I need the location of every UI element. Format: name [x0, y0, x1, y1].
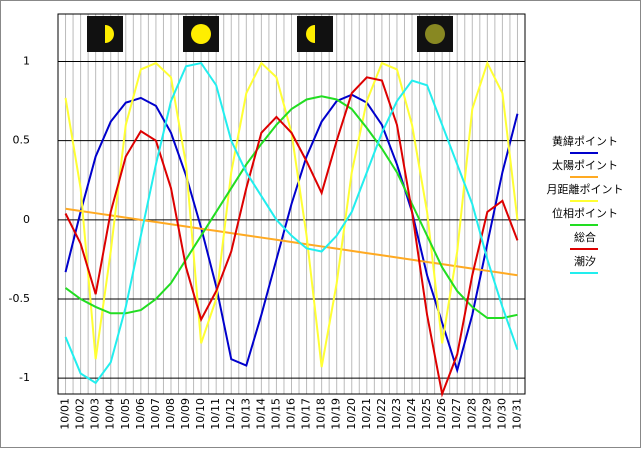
y-tick-label: -0.5 — [9, 292, 30, 305]
plot-frame — [57, 13, 526, 395]
minor-grid — [65, 14, 518, 394]
x-tick-label: 10/23 — [390, 398, 403, 430]
y-tick-label: 0.5 — [13, 134, 31, 147]
legend-label: 月距離ポイント — [547, 182, 624, 196]
x-tick-label: 10/15 — [269, 398, 282, 430]
x-tick-label: 10/03 — [89, 398, 102, 430]
x-tick-label: 10/22 — [375, 398, 388, 430]
x-tick-label: 10/19 — [330, 398, 343, 430]
moon-shape — [306, 25, 315, 43]
moon-shape — [425, 24, 445, 44]
y-tick-label: 0 — [23, 213, 30, 226]
x-tick-label: 10/01 — [59, 398, 72, 430]
x-tick-label: 10/30 — [495, 398, 508, 430]
moon-shape — [191, 24, 211, 44]
legend-label: 総合 — [574, 230, 596, 244]
x-tick-label: 10/26 — [435, 398, 448, 430]
legend-label: 太陽ポイント — [552, 159, 618, 172]
x-tick-label: 10/08 — [164, 398, 177, 430]
x-tick-label: 10/05 — [119, 398, 132, 430]
x-tick-label: 10/20 — [345, 398, 358, 430]
moon-shape — [105, 25, 114, 43]
series-line — [64, 95, 518, 319]
y-tick-label: -1 — [19, 371, 30, 384]
x-tick-label: 10/07 — [149, 398, 162, 430]
x-tick-label: 10/18 — [315, 398, 328, 430]
x-tick-label: 10/09 — [179, 398, 192, 430]
x-tick-label: 10/02 — [74, 398, 87, 430]
x-tick-label: 10/28 — [465, 398, 478, 430]
y-tick-label: 1 — [23, 55, 30, 68]
x-tick-label: 10/21 — [360, 398, 373, 430]
legend-label: 潮汐 — [574, 254, 596, 268]
moon-icons — [87, 16, 453, 52]
legend-label: 位相ポイント — [552, 206, 618, 220]
x-tick-label: 10/16 — [285, 398, 298, 430]
x-tick-label: 10/06 — [134, 398, 147, 430]
series-line — [64, 76, 519, 398]
x-tick-label: 10/11 — [209, 398, 222, 430]
x-tick-label: 10/31 — [510, 398, 523, 430]
x-tick-label: 10/12 — [224, 398, 237, 430]
x-tick-label: 10/27 — [450, 398, 463, 430]
series-line — [64, 61, 519, 385]
x-tick-label: 10/13 — [239, 398, 252, 430]
x-tick-label: 10/10 — [194, 398, 207, 430]
series-line — [65, 207, 518, 277]
x-tick-label: 10/29 — [480, 398, 493, 430]
x-tick-label: 10/25 — [420, 398, 433, 430]
series-line — [64, 93, 519, 374]
x-tick-label: 10/04 — [104, 398, 117, 430]
x-tick-label: 10/14 — [254, 398, 267, 430]
x-tick-label: 10/24 — [405, 398, 418, 430]
legend-label: 黄緯ポイント — [552, 134, 618, 148]
x-tick-label: 10/17 — [300, 398, 313, 430]
